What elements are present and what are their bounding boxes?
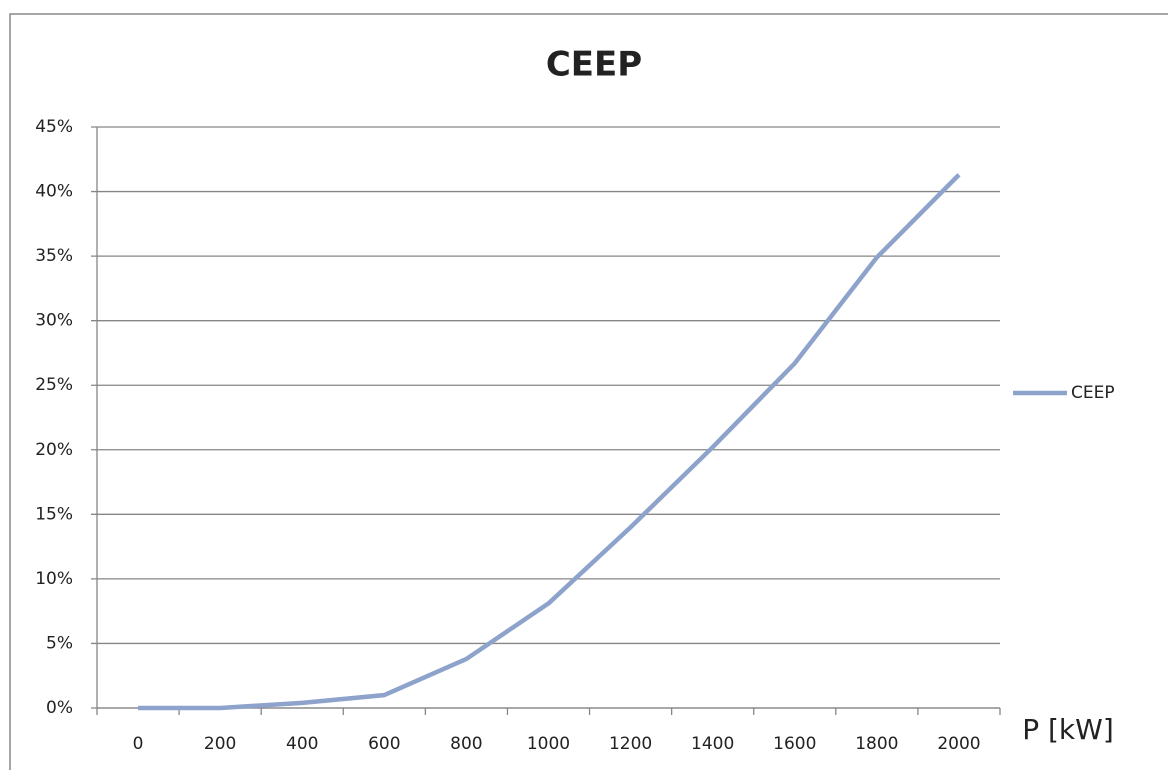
x-tick-label: 1000 [527, 734, 570, 754]
y-tick-label: 5% [46, 633, 73, 653]
x-tick-label: 2000 [937, 734, 980, 754]
x-tick-label: 200 [204, 734, 236, 754]
y-tick-label: 15% [35, 504, 73, 524]
y-tick-label: 0% [46, 698, 73, 718]
y-tick-label: 40% [35, 182, 73, 202]
x-tick-label: 1400 [691, 734, 734, 754]
y-tick-label: 20% [35, 440, 73, 460]
legend-label: CEEP [1071, 383, 1115, 403]
x-tick-label: 1800 [855, 734, 898, 754]
x-axis-label: P [kW] [1022, 713, 1114, 746]
y-tick-label: 35% [35, 246, 73, 266]
data-line [138, 173, 961, 711]
x-tick-label: 1600 [773, 734, 816, 754]
y-tick-label: 45% [35, 117, 73, 137]
y-tick-label: 30% [35, 311, 73, 331]
x-tick-label: 0 [133, 734, 144, 754]
x-tick-label: 800 [450, 734, 482, 754]
chart-title: CEEP [546, 45, 642, 85]
x-tick-label: 400 [286, 734, 318, 754]
x-tick-label: 1200 [609, 734, 652, 754]
x-tick-label: 600 [368, 734, 400, 754]
y-tick-label: 10% [35, 569, 73, 589]
y-tick-label: 25% [35, 375, 73, 395]
